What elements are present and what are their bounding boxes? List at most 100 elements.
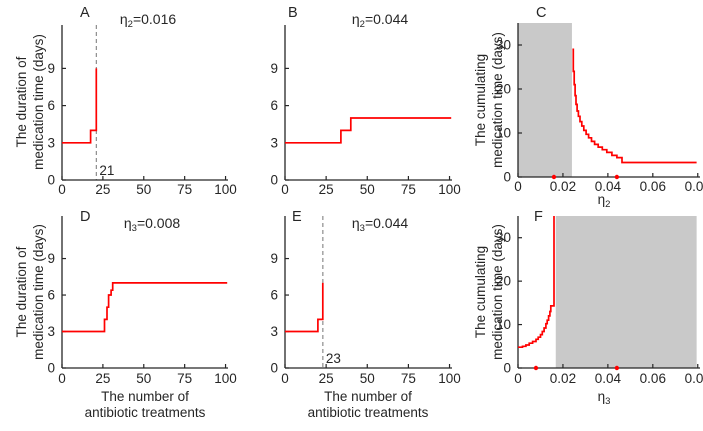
panel-E-title: η3=0.044	[352, 215, 409, 234]
panel-E-x-axis-label: antibiotic treatments	[308, 405, 429, 420]
panel-C-axis-marker	[551, 174, 557, 180]
panel-B-letter: B	[288, 5, 298, 21]
panel-D-letter: D	[80, 209, 90, 225]
x-tick-label: 25	[319, 182, 334, 197]
x-tick-label: 50	[136, 182, 151, 197]
x-tick-label: 0	[514, 179, 522, 194]
panel-D-x-axis-label: antibiotic treatments	[85, 405, 206, 420]
panel-F-y-ticks: 0 10 20 30	[496, 230, 522, 376]
panel-F-letter: F	[534, 209, 543, 225]
x-tick-label: 0	[281, 182, 289, 197]
panel-B-x-ticks: 0 25 50 75 100	[281, 176, 461, 197]
panel-C-y-axis-label: The cumulating medication time (days)	[473, 32, 505, 168]
panel-D-y-ticks: 0 3 6 9	[47, 251, 66, 376]
x-tick-label: 75	[177, 371, 192, 386]
panel-A-curve	[62, 68, 98, 144]
x-tick-label: 0.02	[550, 371, 576, 386]
panel-D: 0 25 50 75 100 0 3 6 9 D η3=0.008 The duration of me…	[14, 209, 237, 420]
x-tick-label: 0.04	[595, 179, 622, 194]
panel-D-curve	[62, 282, 228, 333]
x-tick-label: 75	[177, 182, 192, 197]
y-tick-label: 30	[496, 230, 511, 245]
y-tick-label: 30	[496, 38, 511, 53]
panel-A-x-ticks: 0 25 50 75 100	[58, 176, 237, 197]
x-tick-label: 100	[214, 182, 237, 197]
y-tick-label: 9	[47, 61, 55, 76]
panel-F-x-axis-label: η3	[598, 389, 611, 407]
y-tick-label: 20	[496, 82, 511, 97]
x-tick-label: 0.04	[595, 371, 622, 386]
panel-F-curve	[518, 216, 555, 349]
x-tick-label: 0.02	[550, 179, 576, 194]
panel-F-axis-marker	[533, 365, 539, 371]
panel-A-threshold-label: 21	[99, 163, 114, 178]
x-tick-label: 25	[95, 371, 110, 386]
y-tick-label: 0	[47, 361, 55, 376]
panel-C-curve	[572, 48, 697, 164]
panel-D-y-axis-label: The duration of medication time (days)	[14, 224, 46, 360]
x-tick-label: 25	[95, 182, 110, 197]
x-tick-label: 75	[401, 371, 416, 386]
panel-B-curve	[285, 117, 452, 144]
panel-C-shaded-region	[518, 23, 572, 177]
x-tick-label: 100	[214, 371, 237, 386]
y-tick-label: 3	[270, 135, 278, 150]
panel-E-threshold-label: 23	[326, 351, 341, 366]
panel-E-x-axis-label: The number of	[324, 389, 412, 404]
panel-B-title: η2=0.044	[352, 11, 409, 30]
panel-C-letter: C	[536, 5, 546, 21]
x-tick-label: 0.08	[685, 179, 703, 194]
y-tick-label: 10	[496, 126, 511, 141]
x-tick-label: 50	[136, 371, 151, 386]
panel-F-x-ticks: 0 0.02 0.04 0.06 0.08	[514, 364, 703, 386]
y-tick-label: 9	[47, 251, 55, 266]
panel-A-y-ticks: 0 3 6 9	[47, 61, 66, 188]
panel-A-y-axis-label: The duration of medication time (days)	[14, 34, 46, 170]
y-tick-label: 0	[270, 361, 278, 376]
x-tick-label: 0.08	[685, 371, 703, 386]
panel-C-y-ticks: 0 10 20 30	[496, 38, 522, 185]
x-tick-label: 0	[514, 371, 522, 386]
x-tick-label: 50	[360, 371, 375, 386]
panel-E-y-ticks: 0 3 6 9	[270, 251, 289, 376]
x-tick-label: 75	[401, 182, 416, 197]
panel-D-x-ticks: 0 25 50 75 100	[58, 364, 237, 386]
panel-C-x-axis-label: η2	[598, 192, 611, 210]
panel-C: 0 0.02 0.04 0.06 0.08 0 10 20 30 C The cumulatingm…	[473, 5, 703, 210]
panel-A-letter: A	[80, 5, 90, 21]
y-tick-label: 6	[47, 98, 55, 113]
y-tick-label: 3	[47, 135, 55, 150]
y-tick-label: 9	[270, 251, 278, 266]
y-tick-label: 6	[270, 288, 278, 303]
y-tick-label: 0	[503, 361, 511, 376]
panel-D-x-axis-label: The number of	[101, 389, 189, 404]
x-tick-label: 100	[438, 371, 461, 386]
panel-F-shaded-region	[555, 216, 697, 368]
panel-E: 0 25 50 75 100 0 3 6 9 23 E η3=0.044 The number ofan…	[270, 209, 460, 420]
y-tick-label: 0	[47, 173, 55, 188]
x-tick-label: 0.06	[640, 179, 666, 194]
x-tick-label: 25	[319, 371, 334, 386]
y-tick-label: 6	[270, 98, 278, 113]
y-tick-label: 10	[496, 317, 511, 332]
y-tick-label: 0	[270, 173, 278, 188]
panel-A-title: η2=0.016	[120, 11, 177, 30]
x-tick-label: 0	[58, 371, 66, 386]
y-tick-label: 6	[47, 288, 55, 303]
y-tick-label: 0	[503, 170, 511, 185]
x-tick-label: 0	[281, 371, 289, 386]
panel-D-title: η3=0.008	[124, 215, 181, 234]
y-tick-label: 3	[47, 324, 55, 339]
x-tick-label: 100	[438, 182, 461, 197]
panel-B-y-ticks: 0 3 6 9	[270, 61, 289, 188]
panel-C-axis-marker	[614, 174, 620, 180]
y-tick-label: 3	[270, 324, 278, 339]
panel-E-curve	[285, 282, 324, 333]
x-tick-label: 0.06	[640, 371, 666, 386]
x-tick-label: 0	[58, 182, 66, 197]
panel-F: 0 0.02 0.04 0.06 0.08 0 10 20 30 F The cumulatingm…	[473, 209, 703, 407]
panel-F-axis-marker	[614, 365, 620, 371]
panel-E-x-ticks: 0 25 50 75 100	[281, 364, 461, 386]
